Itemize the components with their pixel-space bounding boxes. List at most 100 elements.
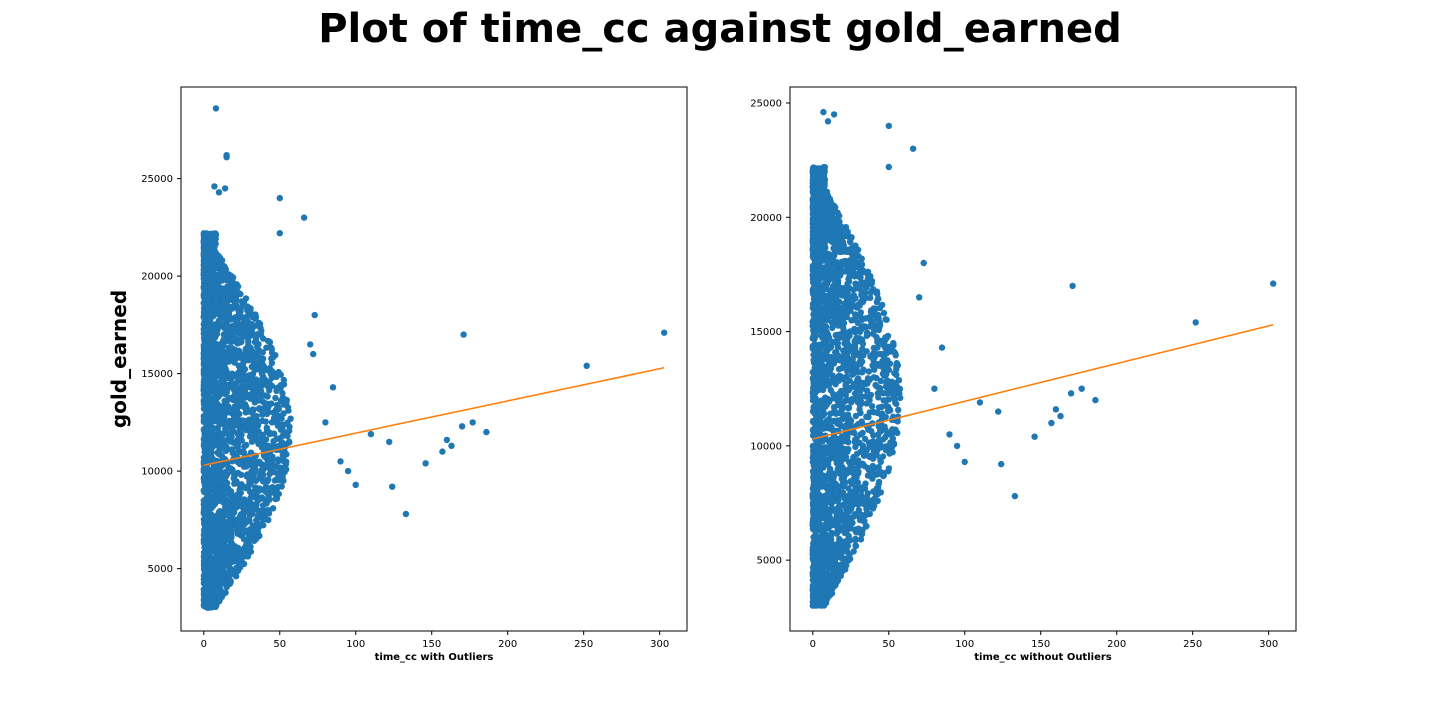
scatter-point — [855, 463, 863, 470]
scatter-point — [852, 443, 859, 451]
scatter-point — [201, 376, 208, 383]
scatter-point — [825, 498, 832, 505]
scatter-point — [227, 316, 234, 323]
scatter-point — [827, 575, 835, 582]
scatter-point — [211, 305, 219, 312]
scatter-point — [253, 517, 260, 524]
scatter-point — [870, 344, 878, 352]
scatter-point — [875, 478, 883, 486]
scatter-point — [211, 363, 218, 371]
scatter-point — [233, 281, 240, 288]
scatter-point — [232, 372, 239, 380]
scatter-point — [218, 593, 226, 600]
scatter-point — [842, 391, 849, 399]
scatter-point — [861, 462, 868, 470]
scatter-point — [204, 412, 211, 419]
scatter-point — [863, 511, 870, 518]
scatter-point — [213, 522, 221, 530]
scatter-point — [249, 407, 256, 415]
y-tick-label: 15000 — [141, 369, 173, 380]
scatter-point — [234, 520, 242, 528]
scatter-point — [210, 230, 218, 237]
scatter-point — [204, 416, 212, 424]
scatter-point — [245, 416, 253, 423]
scatter-point — [854, 377, 861, 384]
scatter-point — [243, 374, 250, 381]
scatter-point — [255, 347, 262, 355]
scatter-point — [246, 512, 253, 519]
scatter-point — [251, 436, 258, 444]
scatter-point — [824, 353, 831, 360]
scatter-point — [836, 286, 843, 293]
scatter-point — [233, 398, 240, 405]
scatter-point — [252, 332, 259, 340]
scatter-point — [220, 361, 228, 369]
scatter-point — [244, 392, 251, 399]
scatter-point — [222, 468, 229, 476]
scatter-point — [835, 527, 842, 534]
scatter-point — [205, 279, 213, 286]
scatter-point — [249, 477, 256, 484]
scatter-point — [286, 438, 293, 445]
scatter-point — [280, 410, 287, 417]
scatter-point — [825, 492, 833, 499]
scatter-point — [866, 503, 873, 511]
scatter-point — [260, 404, 268, 412]
scatter-point — [218, 285, 226, 293]
scatter-point — [861, 279, 869, 286]
scatter-point — [825, 381, 833, 389]
scatter-point — [868, 280, 875, 287]
scatter-point — [274, 422, 282, 430]
scatter-point — [264, 393, 271, 400]
scatter-point — [207, 311, 215, 318]
scatter-point — [869, 462, 876, 470]
scatter-point — [845, 265, 852, 272]
scatter-point — [235, 502, 242, 509]
scatter-point — [206, 296, 213, 304]
scatter-point — [203, 259, 210, 267]
scatter-point — [310, 350, 317, 358]
scatter-point — [858, 291, 865, 299]
scatter-point — [884, 357, 891, 364]
scatter-point — [238, 481, 245, 488]
scatter-point — [200, 292, 208, 299]
scatter-point — [234, 408, 241, 415]
scatter-point — [200, 300, 207, 307]
scatter-point — [201, 250, 208, 258]
scatter-point — [850, 548, 857, 555]
scatter-point — [859, 442, 867, 449]
scatter-point — [208, 517, 215, 524]
scatter-point — [220, 492, 227, 499]
scatter-point — [276, 230, 283, 237]
scatter-point — [834, 485, 841, 492]
scatter-point — [238, 383, 246, 390]
scatter-point — [220, 580, 227, 587]
scatter-point — [865, 368, 873, 375]
x-axis-label: time_cc with Outliers — [375, 652, 494, 663]
scatter-point — [875, 437, 882, 444]
y-tick-label: 5000 — [148, 564, 173, 575]
scatter-point — [844, 542, 851, 550]
x-tick-label: 0 — [201, 639, 207, 650]
scatter-point — [205, 491, 213, 499]
scatter-point — [847, 417, 855, 424]
scatter-point — [211, 477, 218, 484]
scatter-point — [212, 105, 220, 112]
scatter-point — [212, 406, 219, 414]
scatter-point — [818, 570, 826, 577]
scatter-point — [247, 332, 254, 339]
scatter-point — [819, 548, 826, 555]
scatter-point — [213, 347, 220, 354]
scatter-point — [834, 402, 842, 409]
scatter-point — [875, 311, 882, 319]
scatter-point — [250, 488, 257, 496]
scatter-point — [856, 406, 863, 413]
scatter-point — [263, 426, 271, 433]
scatter-point — [856, 284, 863, 291]
scatter-point — [269, 462, 276, 469]
scatter-point — [245, 539, 252, 546]
scatter-point — [259, 431, 266, 439]
scatter-point — [265, 476, 272, 483]
scatter-point — [201, 341, 208, 349]
scatter-point — [367, 430, 375, 438]
